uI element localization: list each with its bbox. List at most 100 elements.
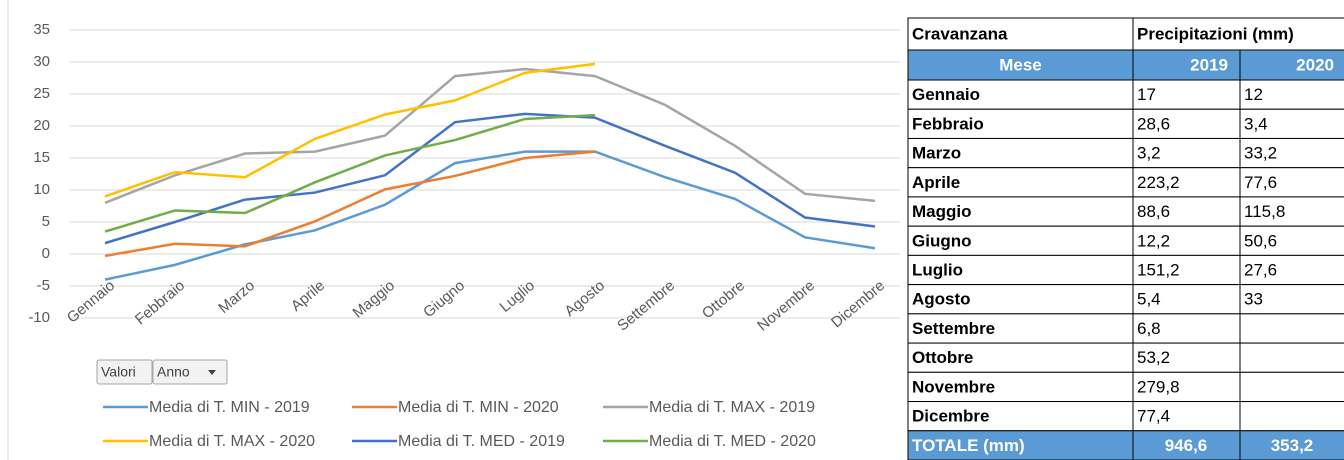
filter-button-label: Valori [101, 364, 136, 380]
x-tick-label: Ottobre [699, 277, 748, 322]
table-cell [907, 284, 1134, 315]
table-value: 279,8 [1137, 377, 1180, 396]
filter-button-label: Anno [157, 364, 190, 380]
x-tick-label: Febbraio [132, 277, 188, 328]
table-value: 3,2 [1137, 144, 1161, 163]
legend-label: Media di T. MIN - 2020 [398, 399, 559, 416]
table-cell [1239, 401, 1344, 432]
series-line [104, 150, 596, 258]
table-cell [1132, 17, 1344, 51]
table-cell [907, 430, 1134, 460]
table-value: 28,6 [1137, 114, 1170, 133]
row-label: Febbraio [912, 114, 984, 133]
legend-label: Media di T. MED - 2020 [649, 433, 816, 450]
total-cell: 353,2 [1271, 436, 1314, 455]
table-cell [1132, 401, 1241, 432]
y-tick-label: -10 [28, 309, 50, 326]
table-value: 3,4 [1244, 114, 1268, 133]
table-title: Cravanzana [912, 24, 1008, 43]
table-cell [1239, 167, 1344, 198]
table-cell [907, 313, 1134, 344]
table-value: 53,2 [1137, 348, 1170, 367]
series-line [104, 150, 876, 281]
y-tick-label: 5 [42, 213, 50, 230]
table-cell [907, 49, 1134, 81]
row-label: Aprile [912, 173, 960, 192]
filter-button[interactable] [152, 359, 228, 385]
table-value: 12,2 [1137, 231, 1170, 250]
total-cell: TOTALE (mm) [912, 436, 1025, 455]
table-value: 50,6 [1244, 231, 1277, 250]
table-value: 33,2 [1244, 144, 1277, 163]
table-cell [1239, 108, 1344, 139]
legend-label: Media di T. MAX - 2020 [149, 433, 315, 450]
row-label: Dicembre [912, 407, 989, 426]
table-value: 27,6 [1244, 260, 1277, 279]
table-value: 151,2 [1137, 260, 1180, 279]
series-line [104, 62, 596, 198]
table-cell [907, 137, 1134, 169]
y-tick-label: 30 [33, 53, 50, 70]
table-value: 12 [1244, 85, 1263, 104]
table-cell [1132, 49, 1241, 81]
table-cell [1132, 254, 1241, 286]
y-tick-label: 0 [42, 245, 50, 262]
table-value: 17 [1137, 85, 1156, 104]
table-cell [907, 401, 1134, 432]
table-cell [907, 17, 1134, 51]
table-cell [1132, 167, 1241, 198]
x-tick-label: Aprile [288, 277, 328, 315]
x-tick-label: Agosto [561, 277, 608, 320]
legend-label: Media di T. MAX - 2019 [649, 399, 815, 416]
table-value: 115,8 [1244, 202, 1285, 221]
x-tick-label: Maggio [350, 277, 399, 322]
row-label: Maggio [912, 202, 972, 221]
series-line [104, 113, 596, 233]
table-value: 223,2 [1137, 173, 1180, 192]
series-line [104, 67, 876, 204]
x-tick-label: Luglio [497, 277, 539, 316]
table-cell [1239, 371, 1344, 403]
column-header: 2019 [1190, 55, 1228, 74]
table-cell [1239, 225, 1344, 256]
table-title: Precipitazioni (mm) [1137, 24, 1294, 43]
table-cell [907, 342, 1134, 373]
x-tick-label: Gennaio [64, 277, 118, 326]
table-value: 33 [1244, 290, 1263, 309]
legend-label: Media di T. MIN - 2019 [149, 399, 310, 416]
y-tick-label: 20 [33, 117, 50, 134]
y-tick-label: -5 [37, 277, 50, 294]
table-cell [1239, 196, 1344, 227]
table-cell [1132, 313, 1241, 344]
row-label: Settembre [912, 319, 995, 338]
y-tick-label: 15 [33, 149, 50, 166]
column-header: 2020 [1296, 55, 1334, 74]
table-value: 77,4 [1137, 407, 1170, 426]
dropdown-arrow [208, 370, 216, 375]
x-tick-label: Dicembre [828, 277, 888, 331]
legend-label: Media di T. MED - 2019 [398, 433, 565, 450]
x-tick-label: Giugno [420, 277, 468, 321]
table-cell [1132, 137, 1241, 169]
row-label: Giugno [912, 231, 971, 250]
series-line [104, 112, 876, 245]
table-value: 5,4 [1137, 290, 1161, 309]
row-label: Luglio [912, 260, 963, 279]
table-cell [1132, 79, 1241, 110]
filter-button[interactable] [96, 359, 153, 385]
x-tick-label: Marzo [215, 277, 258, 317]
table-cell [1239, 313, 1344, 344]
row-label: Ottobre [912, 348, 973, 367]
table-cell [1239, 49, 1344, 81]
y-tick-label: 25 [33, 85, 50, 102]
column-header: Mese [999, 55, 1042, 74]
table-cell [1132, 342, 1241, 373]
y-tick-label: 10 [33, 181, 50, 198]
row-label: Marzo [912, 144, 961, 163]
y-tick-label: 35 [33, 21, 50, 38]
table-cell [907, 196, 1134, 227]
table-cell [1239, 79, 1344, 110]
row-label: Gennaio [912, 85, 980, 104]
table-value: 77,6 [1244, 173, 1277, 192]
